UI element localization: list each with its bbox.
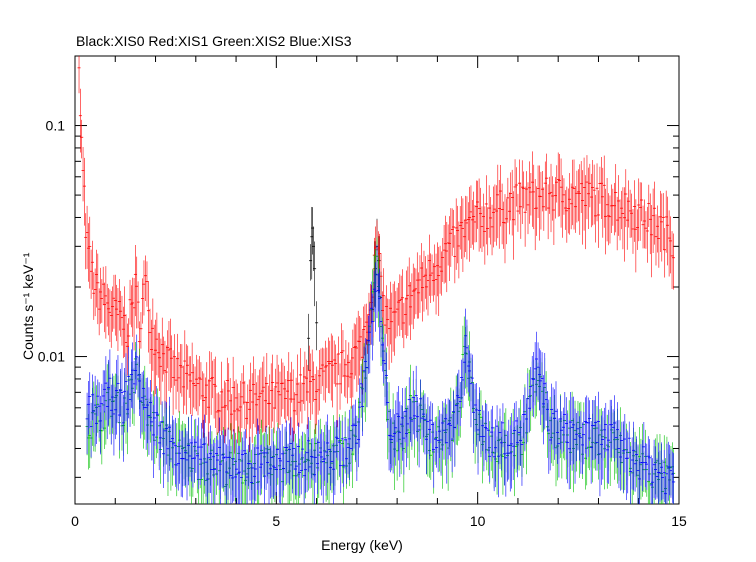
x-tick-label: 10 — [470, 513, 486, 529]
x-tick-label: 15 — [671, 513, 687, 529]
data-series — [78, 56, 675, 454]
series-layer — [78, 56, 676, 504]
x-tick-label: 5 — [272, 513, 280, 529]
x-tick-label: 0 — [71, 513, 79, 529]
y-tick-label: 0.1 — [46, 118, 66, 134]
y-tick-label: 0.01 — [38, 349, 65, 365]
